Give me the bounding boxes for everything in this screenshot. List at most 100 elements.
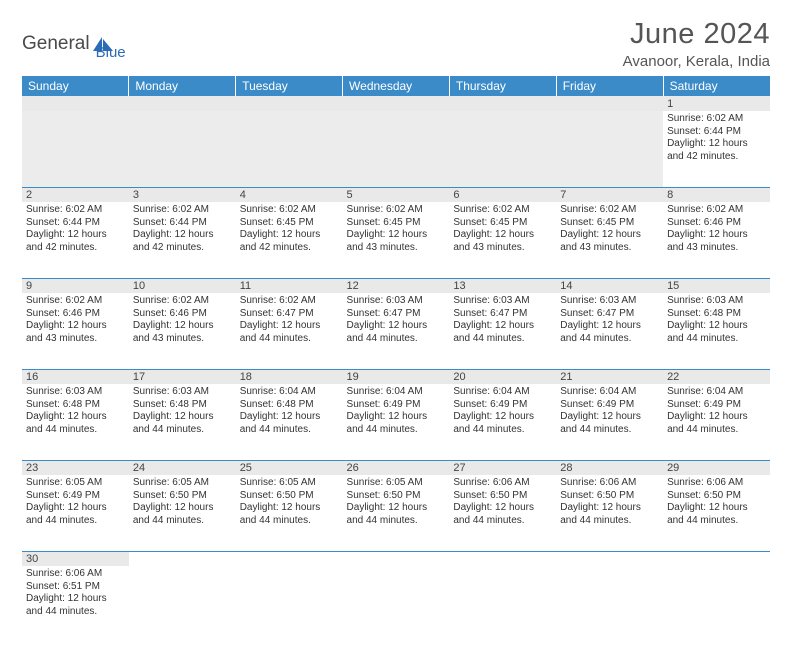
day-cell: Sunrise: 6:02 AMSunset: 6:45 PMDaylight:… xyxy=(449,202,556,278)
daylight-line: Daylight: 12 hours and 44 minutes. xyxy=(240,411,339,436)
daynum-cell xyxy=(22,96,129,111)
day-cell: Sunrise: 6:02 AMSunset: 6:45 PMDaylight:… xyxy=(343,202,450,278)
daynum-cell: 9 xyxy=(22,278,129,293)
day-cell: Sunrise: 6:04 AMSunset: 6:49 PMDaylight:… xyxy=(449,384,556,460)
sunset-line: Sunset: 6:46 PM xyxy=(667,217,766,230)
sunset-line: Sunset: 6:45 PM xyxy=(560,217,659,230)
sunrise-line: Sunrise: 6:06 AM xyxy=(453,477,552,490)
daylight-line: Daylight: 12 hours and 44 minutes. xyxy=(347,502,446,527)
sunrise-line: Sunrise: 6:02 AM xyxy=(240,295,339,308)
day-cell: Sunrise: 6:06 AMSunset: 6:51 PMDaylight:… xyxy=(22,566,129,642)
daynum-cell: 29 xyxy=(663,460,770,475)
day-cell xyxy=(556,111,663,187)
daynum-row: 23242526272829 xyxy=(22,460,770,475)
weekday-header: Saturday xyxy=(663,76,770,96)
daylight-line: Daylight: 12 hours and 44 minutes. xyxy=(347,411,446,436)
daynum-cell: 6 xyxy=(449,187,556,202)
day-cell xyxy=(449,111,556,187)
daynum-cell xyxy=(236,96,343,111)
daynum-cell xyxy=(129,96,236,111)
sunset-line: Sunset: 6:47 PM xyxy=(347,308,446,321)
day-cell: Sunrise: 6:03 AMSunset: 6:48 PMDaylight:… xyxy=(129,384,236,460)
sunset-line: Sunset: 6:48 PM xyxy=(240,399,339,412)
daynum-cell: 30 xyxy=(22,551,129,566)
daylight-line: Daylight: 12 hours and 43 minutes. xyxy=(26,320,125,345)
daylight-line: Daylight: 12 hours and 44 minutes. xyxy=(133,411,232,436)
weekday-header: Wednesday xyxy=(343,76,450,96)
day-cell: Sunrise: 6:05 AMSunset: 6:50 PMDaylight:… xyxy=(343,475,450,551)
sunset-line: Sunset: 6:46 PM xyxy=(26,308,125,321)
sunset-line: Sunset: 6:49 PM xyxy=(347,399,446,412)
day-cell xyxy=(129,566,236,642)
day-cell xyxy=(236,566,343,642)
daynum-cell: 3 xyxy=(129,187,236,202)
weekday-header: Friday xyxy=(556,76,663,96)
daynum-cell: 4 xyxy=(236,187,343,202)
day-cell xyxy=(556,566,663,642)
day-cell: Sunrise: 6:06 AMSunset: 6:50 PMDaylight:… xyxy=(556,475,663,551)
sunset-line: Sunset: 6:48 PM xyxy=(133,399,232,412)
day-cell: Sunrise: 6:02 AMSunset: 6:45 PMDaylight:… xyxy=(556,202,663,278)
daynum-cell xyxy=(343,551,450,566)
daylight-line: Daylight: 12 hours and 44 minutes. xyxy=(347,320,446,345)
daylight-line: Daylight: 12 hours and 42 minutes. xyxy=(133,229,232,254)
sunset-line: Sunset: 6:49 PM xyxy=(453,399,552,412)
daynum-cell: 28 xyxy=(556,460,663,475)
daynum-cell: 26 xyxy=(343,460,450,475)
sunset-line: Sunset: 6:48 PM xyxy=(26,399,125,412)
sunset-line: Sunset: 6:50 PM xyxy=(453,490,552,503)
day-cell: Sunrise: 6:03 AMSunset: 6:47 PMDaylight:… xyxy=(343,293,450,369)
content-row: Sunrise: 6:05 AMSunset: 6:49 PMDaylight:… xyxy=(22,475,770,551)
daylight-line: Daylight: 12 hours and 43 minutes. xyxy=(453,229,552,254)
daynum-cell: 15 xyxy=(663,278,770,293)
logo: General Blue xyxy=(22,18,126,61)
daylight-line: Daylight: 12 hours and 43 minutes. xyxy=(560,229,659,254)
day-cell xyxy=(236,111,343,187)
day-cell: Sunrise: 6:02 AMSunset: 6:44 PMDaylight:… xyxy=(129,202,236,278)
daynum-cell: 5 xyxy=(343,187,450,202)
daylight-line: Daylight: 12 hours and 44 minutes. xyxy=(453,320,552,345)
weekday-header: Tuesday xyxy=(236,76,343,96)
daylight-line: Daylight: 12 hours and 44 minutes. xyxy=(667,411,766,436)
header: General Blue June 2024 Avanoor, Kerala, … xyxy=(22,18,770,70)
sunrise-line: Sunrise: 6:02 AM xyxy=(133,295,232,308)
daynum-cell: 10 xyxy=(129,278,236,293)
sunrise-line: Sunrise: 6:02 AM xyxy=(347,204,446,217)
day-cell xyxy=(129,111,236,187)
daynum-cell: 23 xyxy=(22,460,129,475)
day-cell: Sunrise: 6:03 AMSunset: 6:47 PMDaylight:… xyxy=(556,293,663,369)
day-cell: Sunrise: 6:06 AMSunset: 6:50 PMDaylight:… xyxy=(449,475,556,551)
daylight-line: Daylight: 12 hours and 42 minutes. xyxy=(240,229,339,254)
day-cell: Sunrise: 6:02 AMSunset: 6:46 PMDaylight:… xyxy=(663,202,770,278)
daylight-line: Daylight: 12 hours and 44 minutes. xyxy=(667,320,766,345)
day-cell: Sunrise: 6:04 AMSunset: 6:49 PMDaylight:… xyxy=(663,384,770,460)
sunset-line: Sunset: 6:50 PM xyxy=(347,490,446,503)
day-cell: Sunrise: 6:05 AMSunset: 6:50 PMDaylight:… xyxy=(129,475,236,551)
sunrise-line: Sunrise: 6:06 AM xyxy=(26,568,125,581)
day-cell: Sunrise: 6:02 AMSunset: 6:44 PMDaylight:… xyxy=(663,111,770,187)
sunset-line: Sunset: 6:50 PM xyxy=(667,490,766,503)
day-cell: Sunrise: 6:05 AMSunset: 6:49 PMDaylight:… xyxy=(22,475,129,551)
daynum-cell: 2 xyxy=(22,187,129,202)
daylight-line: Daylight: 12 hours and 44 minutes. xyxy=(26,502,125,527)
sunset-line: Sunset: 6:47 PM xyxy=(453,308,552,321)
sunrise-line: Sunrise: 6:02 AM xyxy=(133,204,232,217)
day-cell xyxy=(663,566,770,642)
logo-text-1: General xyxy=(22,33,90,55)
sunset-line: Sunset: 6:45 PM xyxy=(347,217,446,230)
sunrise-line: Sunrise: 6:02 AM xyxy=(26,204,125,217)
sunrise-line: Sunrise: 6:03 AM xyxy=(26,386,125,399)
daylight-line: Daylight: 12 hours and 42 minutes. xyxy=(667,138,766,163)
sunrise-line: Sunrise: 6:02 AM xyxy=(453,204,552,217)
day-cell xyxy=(343,111,450,187)
sunset-line: Sunset: 6:45 PM xyxy=(240,217,339,230)
daylight-line: Daylight: 12 hours and 43 minutes. xyxy=(133,320,232,345)
daynum-cell: 7 xyxy=(556,187,663,202)
daylight-line: Daylight: 12 hours and 44 minutes. xyxy=(667,502,766,527)
sunrise-line: Sunrise: 6:05 AM xyxy=(347,477,446,490)
weekday-header: Thursday xyxy=(449,76,556,96)
sunset-line: Sunset: 6:44 PM xyxy=(133,217,232,230)
weekday-header: Sunday xyxy=(22,76,129,96)
daynum-row: 9101112131415 xyxy=(22,278,770,293)
daynum-cell: 17 xyxy=(129,369,236,384)
